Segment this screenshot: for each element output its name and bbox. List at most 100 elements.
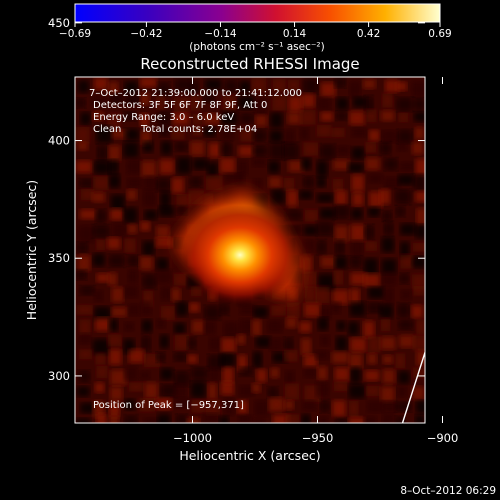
noise-blob bbox=[364, 224, 375, 240]
noise-blob bbox=[286, 225, 302, 235]
noise-blob bbox=[400, 241, 410, 259]
noise-blob bbox=[287, 112, 302, 125]
noise-blob bbox=[351, 127, 367, 138]
noise-blob bbox=[128, 349, 145, 363]
noise-blob bbox=[303, 239, 315, 252]
noise-blob bbox=[140, 130, 151, 146]
noise-blob bbox=[155, 95, 165, 111]
noise-blob bbox=[191, 366, 208, 381]
noise-blob bbox=[400, 254, 414, 269]
noise-blob bbox=[333, 270, 343, 285]
noise-blob bbox=[108, 318, 118, 332]
noise-blob bbox=[416, 319, 425, 336]
noise-blob bbox=[302, 400, 317, 411]
noise-blob bbox=[267, 386, 279, 399]
noise-blob bbox=[252, 351, 263, 368]
noise-blob bbox=[334, 367, 350, 381]
noise-blob bbox=[126, 158, 142, 175]
noise-blob bbox=[128, 382, 144, 392]
noise-blob bbox=[108, 159, 119, 174]
noise-blob bbox=[365, 385, 380, 397]
noise-blob bbox=[398, 174, 415, 186]
noise-blob bbox=[416, 350, 425, 366]
noise-blob bbox=[96, 365, 108, 379]
noise-blob bbox=[107, 113, 121, 130]
noise-blob bbox=[395, 353, 405, 369]
noise-blob bbox=[108, 81, 119, 95]
noise-blob bbox=[235, 173, 245, 186]
noise-blob bbox=[304, 209, 318, 222]
y-tick-label: 300 bbox=[48, 369, 70, 383]
noise-blob bbox=[141, 335, 151, 352]
noise-blob bbox=[333, 205, 350, 219]
noise-blob bbox=[316, 176, 326, 188]
noise-blob bbox=[336, 111, 348, 121]
noise-blob bbox=[219, 157, 236, 174]
peak-position-text: Position of Peak = [−957,371] bbox=[93, 400, 244, 411]
noise-blob bbox=[316, 221, 334, 236]
noise-blob bbox=[319, 208, 337, 219]
noise-blob bbox=[110, 194, 125, 211]
noise-blob bbox=[268, 176, 282, 188]
noise-blob bbox=[156, 352, 166, 363]
noise-blob bbox=[347, 321, 359, 336]
noise-blob bbox=[411, 305, 423, 319]
noise-blob bbox=[251, 77, 266, 92]
noise-blob bbox=[139, 113, 149, 127]
noise-blob bbox=[335, 190, 347, 206]
noise-blob bbox=[224, 398, 235, 416]
noise-blob bbox=[288, 160, 304, 173]
x-tick-label: −950 bbox=[302, 431, 334, 445]
noise-blob bbox=[399, 161, 415, 172]
noise-blob bbox=[205, 175, 223, 191]
noise-blob bbox=[189, 141, 205, 156]
noise-blob bbox=[96, 144, 108, 162]
noise-blob bbox=[317, 97, 331, 111]
noise-blob bbox=[160, 286, 171, 301]
noise-blob bbox=[93, 289, 104, 302]
noise-blob bbox=[75, 418, 91, 423]
noise-blob bbox=[207, 383, 217, 400]
noise-blob bbox=[109, 386, 123, 401]
noise-blob bbox=[75, 126, 90, 144]
noise-blob bbox=[208, 367, 220, 382]
noise-blob bbox=[205, 79, 222, 91]
noise-blob bbox=[320, 306, 332, 320]
noise-blob bbox=[236, 334, 246, 345]
energy-range-text: Energy Range: 3.0 – 6.0 keV bbox=[93, 112, 234, 123]
noise-blob bbox=[349, 301, 366, 317]
noise-blob bbox=[299, 321, 312, 333]
noise-blob bbox=[78, 370, 91, 383]
noise-blob bbox=[255, 114, 267, 127]
noise-blob bbox=[126, 189, 137, 201]
noise-blob bbox=[396, 97, 413, 112]
noise-blob bbox=[192, 158, 209, 170]
noise-blob bbox=[124, 399, 136, 411]
noise-blob bbox=[96, 414, 107, 423]
noise-pattern bbox=[75, 77, 425, 423]
noise-blob bbox=[78, 225, 95, 243]
noise-blob bbox=[219, 141, 233, 157]
noise-blob bbox=[399, 273, 409, 284]
noise-blob bbox=[219, 416, 229, 423]
noise-blob bbox=[91, 191, 106, 203]
noise-blob bbox=[395, 401, 412, 412]
noise-blob bbox=[239, 113, 254, 124]
noise-blob bbox=[94, 306, 111, 321]
noise-blob bbox=[335, 417, 349, 423]
noise-blob bbox=[331, 127, 345, 138]
noise-blob bbox=[351, 174, 365, 192]
noise-blob bbox=[192, 125, 203, 136]
noise-blob bbox=[95, 317, 112, 332]
noise-blob bbox=[315, 381, 330, 398]
noise-blob bbox=[299, 127, 310, 140]
noise-blob bbox=[252, 178, 263, 191]
noise-blob bbox=[140, 301, 152, 316]
noise-blob bbox=[316, 239, 327, 255]
noise-blob bbox=[141, 160, 157, 178]
noise-blob bbox=[219, 352, 235, 367]
noise-blob bbox=[171, 177, 184, 194]
noise-blob bbox=[380, 318, 390, 332]
noise-blob bbox=[173, 97, 191, 113]
noise-blob bbox=[238, 95, 255, 110]
